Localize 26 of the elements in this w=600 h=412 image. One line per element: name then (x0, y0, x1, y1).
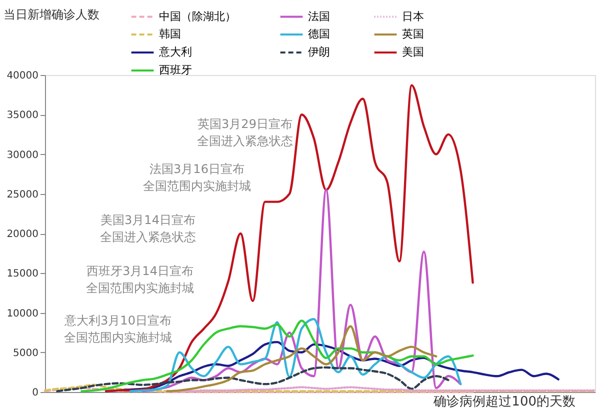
annotation: 意大利3月10日宣布全国范围内实施封城 (64, 314, 172, 345)
legend-label: 西班牙 (159, 64, 192, 76)
x-axis-title: 确诊病例超过100的天数 (432, 394, 576, 410)
annotation: 法国3月16日宣布全国范围内实施封城 (143, 162, 251, 194)
y-tick-label: 40000 (6, 70, 38, 82)
legend-label: 法国 (308, 10, 330, 23)
annotation: 英国3月29日宣布全国进入紧急状态 (197, 117, 293, 148)
annotation: 西班牙3月14日宣布全国范围内实施封城 (86, 264, 194, 296)
y-tick-label: 20000 (6, 229, 38, 240)
legend-label: 美国 (402, 46, 424, 58)
y-tick-label: 0 (32, 388, 38, 398)
annotation: 美国3月14日宣布全国进入紧急状态 (100, 213, 196, 244)
y-axis-title: 当日新增确诊人数 (4, 8, 100, 22)
y-tick-label: 5000 (13, 348, 38, 359)
legend-label: 英国 (402, 28, 424, 40)
legend-label: 德国 (308, 28, 330, 40)
y-tick-label: 30000 (6, 150, 38, 161)
y-tick-label: 10000 (6, 308, 38, 320)
y-tick-label: 35000 (6, 110, 38, 122)
legend-label: 伊朗 (308, 46, 330, 58)
legend-label: 中国（除湖北） (159, 10, 236, 23)
legend-label: 意大利 (158, 46, 192, 58)
legend-label: 韩国 (159, 28, 181, 40)
y-tick-label: 15000 (6, 268, 38, 280)
y-tick-label: 25000 (6, 189, 38, 200)
legend-label: 日本 (402, 10, 424, 23)
